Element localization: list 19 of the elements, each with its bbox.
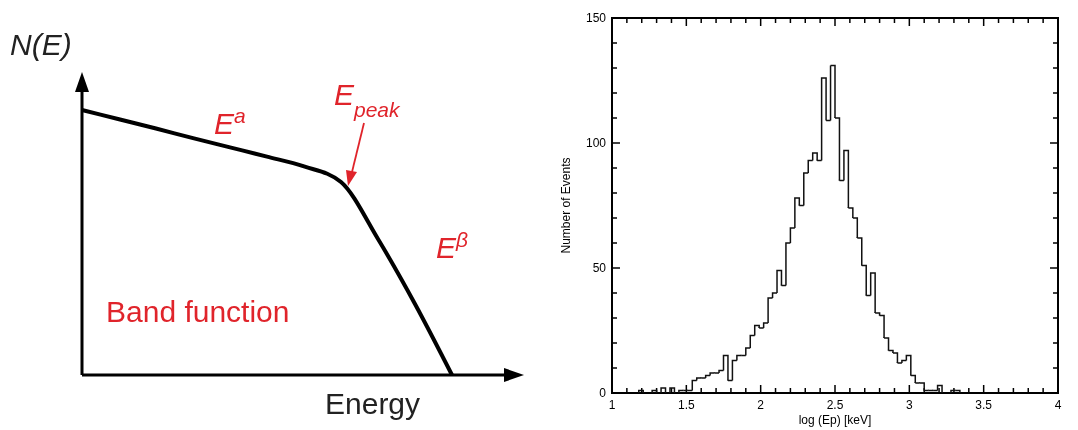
annotation: Band function bbox=[106, 295, 290, 328]
x-tick-label: 3.5 bbox=[975, 398, 993, 412]
y-tick-label: 100 bbox=[585, 136, 607, 150]
x-axis-title: Energy bbox=[325, 387, 421, 420]
x-tick-label: 3 bbox=[905, 398, 913, 412]
x-tick-label: 4 bbox=[1054, 398, 1062, 412]
x-tick-label: 2.5 bbox=[826, 398, 844, 412]
x-tick-label: 2 bbox=[757, 398, 765, 412]
y-tick-label: 150 bbox=[585, 11, 607, 25]
y-axis-title: N(E) bbox=[10, 28, 72, 61]
annotation: E$_{peak}$ bbox=[334, 78, 402, 121]
x-tick-label: 1 bbox=[608, 398, 616, 412]
y-tick-label: 50 bbox=[592, 261, 607, 275]
x-tick-label: 1.5 bbox=[677, 398, 695, 412]
y-tick-label: 0 bbox=[599, 386, 607, 400]
annotation: E$^{a}$ bbox=[214, 103, 246, 140]
y-axis-title: Number of Events bbox=[559, 157, 573, 254]
x-axis-title: log (Ep) [keV] bbox=[798, 413, 872, 427]
annotation: E$^{β}$ bbox=[436, 227, 469, 264]
